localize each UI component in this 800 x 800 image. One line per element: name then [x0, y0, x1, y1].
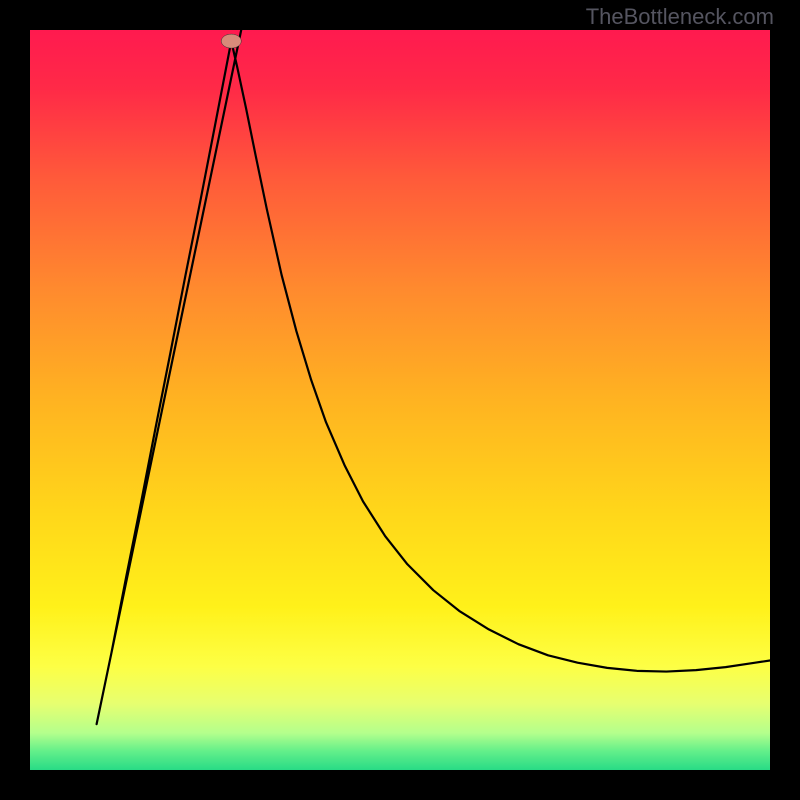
plot-area	[30, 30, 770, 770]
bottleneck-curve	[97, 30, 770, 724]
chart-svg	[30, 30, 770, 770]
watermark-text: TheBottleneck.com	[586, 4, 774, 30]
stage: TheBottleneck.com	[0, 0, 800, 800]
minimum-marker	[221, 34, 241, 48]
